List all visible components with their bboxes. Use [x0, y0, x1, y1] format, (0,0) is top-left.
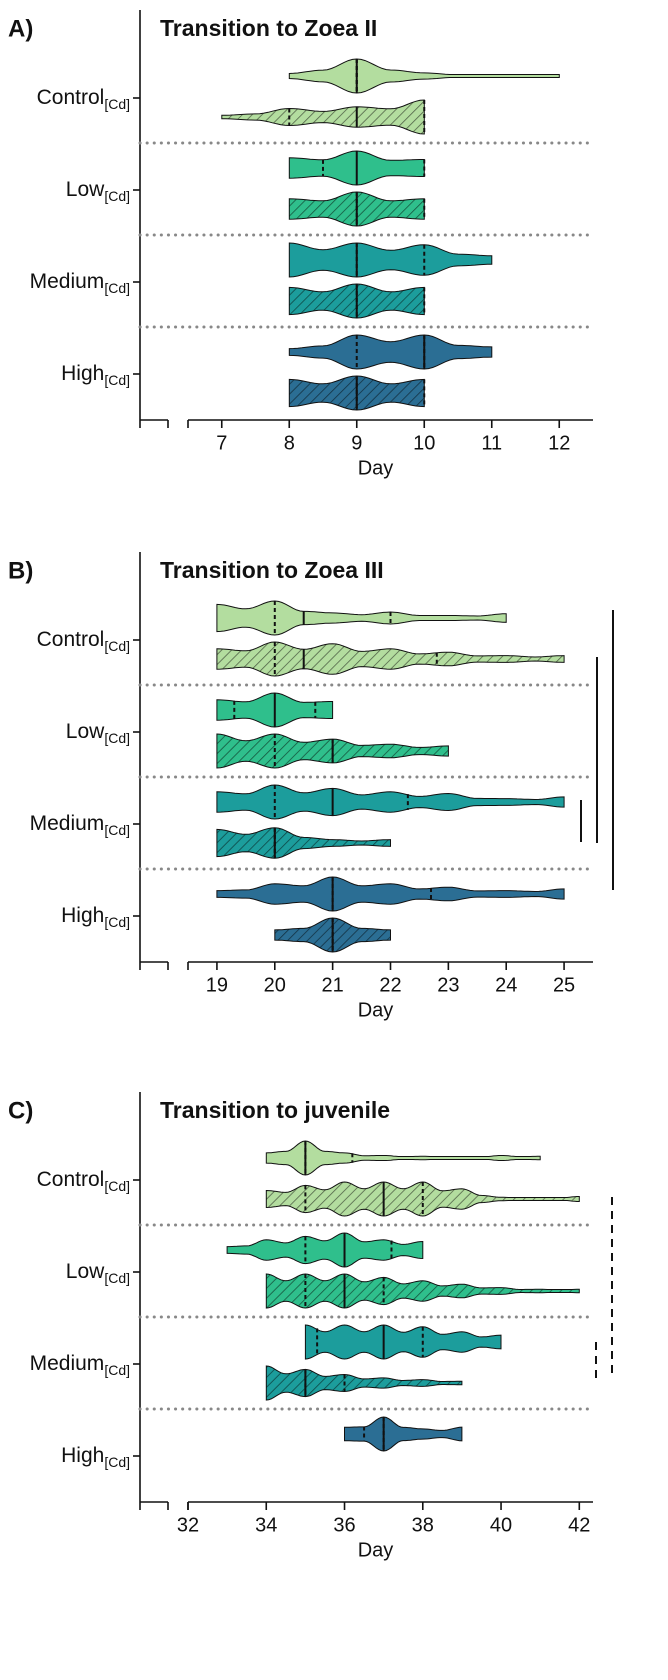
group-label: Low[Cd] [66, 720, 130, 746]
x-tick-label: 7 [216, 432, 227, 454]
panel-label: C) [8, 1097, 33, 1124]
group-name: Medium [30, 1352, 105, 1375]
group-subscript: [Cd] [104, 638, 130, 654]
panel-title: Transition to juvenile [160, 1097, 390, 1123]
x-tick-label: 40 [490, 1514, 512, 1536]
significance-bars [580, 610, 614, 1383]
violin [288, 334, 493, 370]
violin [304, 1324, 502, 1360]
violin [216, 600, 507, 636]
group-label: Control[Cd] [37, 628, 130, 654]
group-name: High [61, 362, 104, 385]
x-tick-label: 25 [553, 974, 575, 996]
group-name: Low [66, 178, 105, 201]
group-subscript: [Cd] [104, 96, 130, 112]
violin [216, 876, 565, 912]
violin [216, 827, 391, 859]
group-subscript: [Cd] [104, 730, 130, 746]
group-label: Control[Cd] [37, 1168, 130, 1194]
x-tick-label: 12 [548, 432, 570, 454]
x-axis-label: Day [358, 999, 394, 1021]
group-subscript: [Cd] [104, 1270, 130, 1286]
x-tick-label: 21 [322, 974, 344, 996]
group-name: Control [37, 628, 105, 651]
violin [216, 784, 565, 820]
x-tick-label: 11 [481, 432, 502, 454]
x-tick-label: 19 [206, 974, 228, 996]
group-label: Medium[Cd] [30, 270, 130, 296]
x-tick-label: 9 [351, 432, 362, 454]
group-label: Medium[Cd] [30, 812, 130, 838]
x-tick-label: 34 [255, 1514, 277, 1536]
group-label: High[Cd] [61, 362, 130, 388]
panel-label: B) [8, 557, 33, 584]
panel-title: Transition to Zoea II [160, 15, 377, 41]
group-label: High[Cd] [61, 1444, 130, 1470]
violin [288, 58, 560, 94]
group-name: Control [37, 1168, 105, 1191]
group-label: Medium[Cd] [30, 1352, 130, 1378]
panel-label: A) [8, 15, 33, 42]
x-tick-label: 22 [379, 974, 401, 996]
x-tick-label: 32 [177, 1514, 199, 1536]
violin [221, 99, 425, 135]
group-subscript: [Cd] [104, 1362, 130, 1378]
violin [265, 1140, 541, 1176]
group-label: Control[Cd] [37, 86, 130, 112]
group-name: Low [66, 720, 105, 743]
x-tick-label: 38 [412, 1514, 434, 1536]
group-name: Medium [30, 270, 105, 293]
group-name: Control [37, 86, 105, 109]
group-subscript: [Cd] [104, 372, 130, 388]
group-name: High [61, 904, 104, 927]
x-tick-label: 36 [333, 1514, 355, 1536]
panel-title: Transition to Zoea III [160, 557, 384, 583]
violin [216, 641, 565, 677]
group-subscript: [Cd] [104, 822, 130, 838]
group-name: High [61, 1444, 104, 1467]
group-subscript: [Cd] [104, 280, 130, 296]
violin [344, 1416, 463, 1452]
violin [226, 1232, 424, 1268]
x-axis-label: Day [358, 457, 394, 479]
group-name: Medium [30, 812, 105, 835]
group-subscript: [Cd] [104, 1454, 130, 1470]
group-subscript: [Cd] [104, 188, 130, 204]
group-name: Low [66, 1260, 105, 1283]
group-label: Low[Cd] [66, 1260, 130, 1286]
x-tick-label: 23 [437, 974, 459, 996]
group-label: Low[Cd] [66, 178, 130, 204]
violin [265, 1365, 463, 1401]
x-tick-label: 10 [413, 432, 435, 454]
x-axis-label: Day [358, 1539, 394, 1561]
x-tick-label: 24 [495, 974, 517, 996]
group-subscript: [Cd] [104, 1178, 130, 1194]
group-label: High[Cd] [61, 904, 130, 930]
group-subscript: [Cd] [104, 914, 130, 930]
violin [288, 242, 493, 278]
x-tick-label: 42 [568, 1514, 590, 1536]
violin [265, 1273, 580, 1309]
x-tick-label: 20 [264, 974, 286, 996]
x-tick-label: 8 [284, 432, 295, 454]
